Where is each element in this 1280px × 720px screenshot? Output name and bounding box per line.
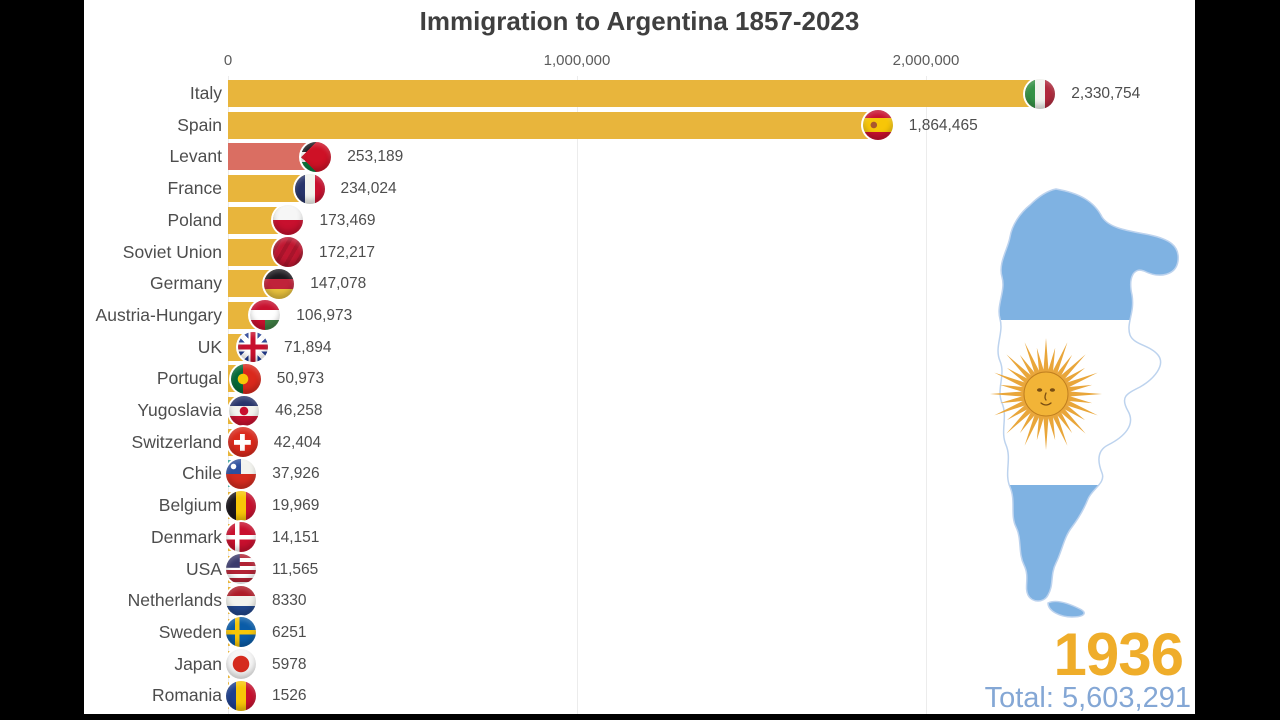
bar <box>228 80 1041 107</box>
bar-value-label: 106,973 <box>296 306 353 324</box>
austria-hungary-flag-icon <box>250 300 281 331</box>
france-flag-icon <box>294 173 325 204</box>
bar-row: Portugal 50,973 <box>84 363 1195 394</box>
bar-row: France 234,024 <box>84 173 1195 204</box>
bar-row: Denmark 14,151 <box>84 522 1195 553</box>
country-label: Poland <box>167 209 223 230</box>
bar-value-label: 173,469 <box>319 211 376 229</box>
country-label: USA <box>186 558 222 579</box>
bar-row: Poland 173,469 <box>84 205 1195 236</box>
bar-value-label: 1,864,465 <box>908 116 978 134</box>
country-label: Japan <box>174 653 222 674</box>
country-label: Portugal <box>156 368 222 389</box>
country-label: Denmark <box>151 526 222 547</box>
country-label: Belgium <box>158 495 222 516</box>
jordan-flag-icon <box>301 141 332 172</box>
bar-value-label: 37,926 <box>272 465 320 483</box>
x-axis-tick: 2,000,000 <box>892 52 960 69</box>
argentina-flag-map <box>990 188 1179 618</box>
year-label: 1936 <box>1053 621 1184 688</box>
bar-value-label: 234,024 <box>340 180 397 198</box>
bar-row: UK 71,894 <box>84 332 1195 363</box>
uk-flag-icon <box>238 332 269 363</box>
bar <box>228 111 878 139</box>
chart-title: Immigration to Argentina 1857-2023 <box>419 6 860 36</box>
bar-value-label: 147,078 <box>310 275 367 293</box>
bar-row: USA 11,565 <box>84 554 1195 584</box>
switzerland-flag-icon <box>227 427 258 458</box>
germany-flag-icon <box>264 268 295 299</box>
chile-flag-icon <box>226 458 257 489</box>
x-axis-tick: 1,000,000 <box>543 52 611 69</box>
country-label: Germany <box>150 273 222 294</box>
poland-flag-icon <box>273 205 304 236</box>
bar-row: Yugoslavia 46,258 <box>84 395 1195 426</box>
bar-row: Switzerland 42,404 <box>84 427 1195 458</box>
bar-value-label: 46,258 <box>275 402 323 419</box>
gridline <box>228 76 229 714</box>
italy-flag-icon <box>1025 78 1056 109</box>
country-label: Italy <box>189 83 222 103</box>
bar-row: Romania 1526 <box>84 680 1195 711</box>
gridline <box>577 76 578 714</box>
country-label: France <box>167 178 222 199</box>
bar-row: Levant 253,189 <box>84 141 1195 172</box>
gridline <box>926 76 927 714</box>
country-label: Netherlands <box>127 590 222 611</box>
usa-flag-icon <box>226 554 256 584</box>
bar-row: Italy 2,330,754 <box>84 78 1195 109</box>
bar-value-label: 6251 <box>272 623 307 641</box>
country-label: Sweden <box>158 621 222 642</box>
soviet-union-flag-icon <box>273 237 304 267</box>
bar-value-label: 8330 <box>272 592 307 610</box>
bar-value-label: 2,330,754 <box>1071 85 1141 102</box>
country-label: Switzerland <box>131 431 222 452</box>
bar-value-label: 14,151 <box>272 528 320 546</box>
romania-flag-icon <box>226 680 256 711</box>
belgium-flag-icon <box>226 490 256 521</box>
bar-value-label: 42,404 <box>273 433 322 451</box>
bar-row: Japan 5978 <box>84 649 1195 680</box>
bar-row: Spain 1,864,465 <box>84 110 1195 141</box>
bar-value-label: 50,973 <box>276 370 325 388</box>
sweden-flag-icon <box>226 617 256 648</box>
country-label: Spain <box>177 114 222 135</box>
bar-row: Chile 37,926 <box>84 458 1195 489</box>
portugal-flag-icon <box>230 363 261 394</box>
spain-flag-icon <box>862 110 893 141</box>
bar-value-label: 19,969 <box>272 497 320 515</box>
country-label: UK <box>197 336 222 357</box>
right-black-bar <box>1195 0 1280 720</box>
argentina-outline <box>997 188 1179 618</box>
japan-flag-icon <box>226 649 256 680</box>
bar-row: Netherlands 8330 <box>84 585 1195 616</box>
sun-of-may-icon <box>990 338 1102 450</box>
left-black-bar <box>0 0 84 720</box>
country-label: Levant <box>169 146 222 167</box>
country-label: Soviet Union <box>122 241 222 262</box>
yugoslavia-flag-icon <box>229 395 260 426</box>
bar-value-label: 253,189 <box>347 148 404 166</box>
total-label: Total: 5,603,291 <box>984 682 1191 714</box>
x-axis-tick: 0 <box>223 52 233 69</box>
bar-value-label: 1526 <box>272 687 307 705</box>
country-label: Austria-Hungary <box>95 304 222 325</box>
bar-value-label: 11,565 <box>272 560 319 578</box>
country-label: Yugoslavia <box>137 400 222 420</box>
bar-row: Soviet Union 172,217 <box>84 237 1195 267</box>
netherlands-flag-icon <box>226 585 256 616</box>
denmark-flag-icon <box>226 522 256 553</box>
bar-value-label: 5978 <box>272 655 307 673</box>
bar-row: Belgium 19,969 <box>84 490 1195 521</box>
bar-row: Germany 147,078 <box>84 268 1195 299</box>
country-label: Chile <box>182 463 222 484</box>
country-label: Romania <box>151 685 222 706</box>
bar-value-label: 71,894 <box>284 338 332 356</box>
bottom-black-bar <box>0 714 1280 720</box>
bar-row: Austria-Hungary 106,973 <box>84 300 1195 331</box>
bar-row: Sweden 6251 <box>84 617 1195 648</box>
chart-canvas: Immigration to Argentina 1857-2023 0 1,00… <box>84 0 1195 714</box>
bar-value-label: 172,217 <box>319 243 376 261</box>
